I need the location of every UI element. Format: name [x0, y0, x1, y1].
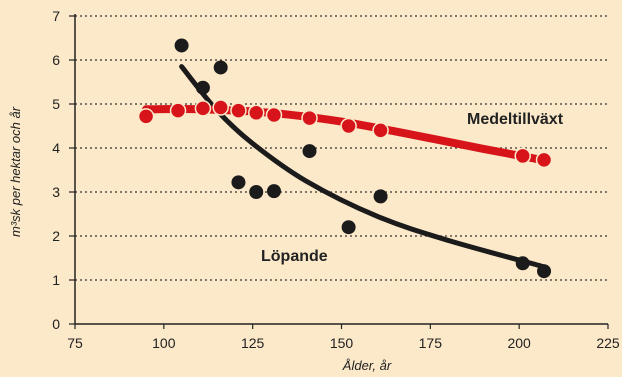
data-point-lopande — [174, 38, 189, 53]
data-point-medeltillvaxt — [535, 151, 553, 169]
x-tick-label: 150 — [330, 335, 354, 351]
data-point-lopande — [195, 80, 210, 95]
x-tick-label: 75 — [67, 335, 83, 351]
series-label-lopande: Löpande — [261, 248, 328, 265]
series-label-medeltillvaxt: Medeltillväxt — [467, 111, 564, 128]
y-tick-label: 5 — [52, 96, 60, 112]
data-point-medeltillvaxt — [169, 102, 187, 119]
data-point-lopande — [249, 185, 264, 199]
y-axis-title: m³sk per hektar och år — [8, 106, 23, 237]
data-point-lopande — [515, 256, 530, 271]
data-point-lopande — [341, 220, 356, 235]
y-tick-label: 3 — [52, 184, 60, 200]
y-tick-label: 6 — [52, 52, 60, 68]
data-point-medeltillvaxt — [514, 147, 531, 165]
x-tick-label: 125 — [241, 335, 265, 351]
data-point-lopande — [231, 175, 246, 190]
x-axis-title: Ålder, år — [342, 358, 392, 373]
data-point-lopande — [373, 189, 388, 204]
y-tick-label: 7 — [52, 8, 60, 24]
y-tick-label: 0 — [52, 316, 60, 332]
data-point-lopande — [302, 144, 317, 159]
data-point-medeltillvaxt — [137, 108, 155, 125]
x-tick-label: 100 — [152, 335, 176, 351]
data-point-medeltillvaxt — [340, 117, 357, 135]
data-point-medeltillvaxt — [301, 109, 318, 127]
axes: 0 1 2 3 4 5 6 7 75 100 125 150 175 200 225 — [52, 8, 620, 351]
plot-area — [137, 38, 553, 279]
data-point-medeltillvaxt — [194, 100, 212, 117]
data-point-lopande — [537, 264, 552, 279]
x-tick-label: 200 — [507, 335, 531, 351]
data-point-medeltillvaxt — [265, 106, 283, 124]
trend-line-lopande — [179, 64, 547, 270]
data-point-medeltillvaxt — [212, 99, 229, 116]
y-tick-label: 1 — [52, 272, 60, 288]
y-tick-label: 2 — [52, 228, 60, 244]
x-tick-label: 175 — [419, 335, 443, 351]
grid — [75, 15, 608, 281]
data-point-medeltillvaxt — [247, 104, 265, 122]
x-tick-label: 225 — [596, 335, 620, 351]
data-point-medeltillvaxt — [372, 122, 389, 139]
data-point-lopande — [266, 184, 281, 199]
data-point-medeltillvaxt — [230, 102, 247, 119]
data-point-lopande — [213, 60, 228, 75]
y-tick-label: 4 — [52, 140, 60, 156]
